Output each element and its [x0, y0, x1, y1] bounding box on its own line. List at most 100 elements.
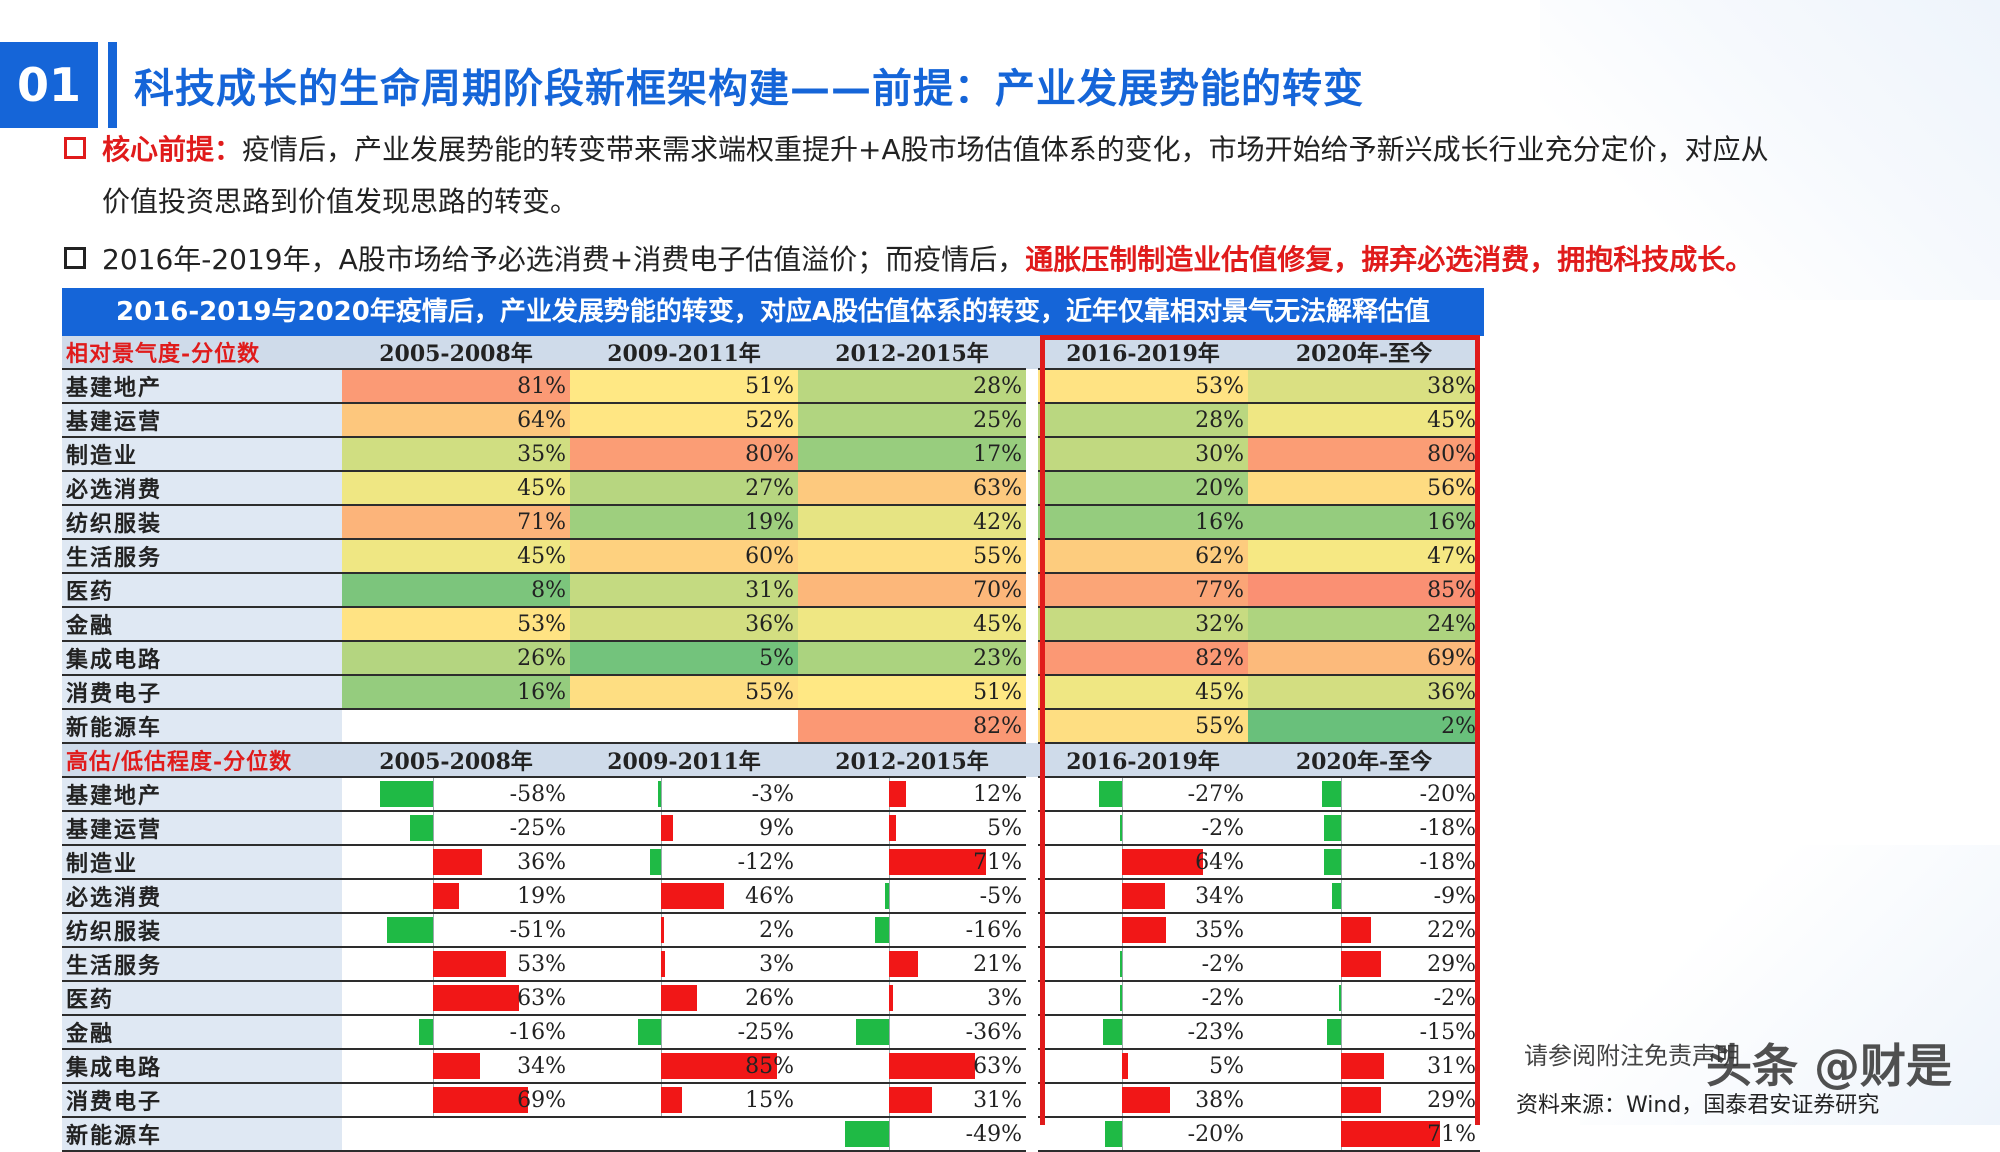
sector-name: 金融 — [62, 607, 342, 642]
table-cell: 2% — [570, 913, 798, 948]
cell-value: 27% — [745, 475, 794, 501]
column-gap — [1026, 607, 1038, 641]
table-cell: 82% — [1038, 641, 1248, 676]
sector-name: 必选消费 — [62, 471, 342, 506]
table-cell: -36% — [798, 1015, 1026, 1050]
sector-name: 消费电子 — [62, 675, 342, 710]
zero-line — [1340, 1016, 1342, 1047]
cell-value: 55% — [973, 543, 1022, 569]
table-row: 生活服务 53% 3% 21% -2% 29% — [62, 947, 1480, 982]
period-header: 2020年-至今 — [1248, 336, 1480, 370]
cell-value: 82% — [1195, 645, 1244, 671]
table-cell: 23% — [798, 641, 1026, 676]
positive-bar — [889, 849, 987, 875]
sector-name: 基建地产 — [62, 777, 342, 812]
valuation-table: 相对景气度-分位数 2005-2008年 2009-2011年 2012-2015年 2… — [62, 336, 1480, 1152]
table-cell: 70% — [798, 573, 1026, 608]
sector-name: 必选消费 — [62, 879, 342, 914]
table-row: 金融 53% 36% 45% 32% 24% — [62, 607, 1480, 642]
cell-value: 46% — [745, 883, 794, 909]
bullet-label: 核心前提： — [102, 133, 243, 166]
column-gap — [1026, 573, 1038, 607]
cell-value: 31% — [745, 577, 794, 603]
column-gap — [1026, 845, 1038, 879]
table-cell: 5% — [1038, 1049, 1248, 1084]
zero-line — [1122, 812, 1123, 843]
zero-line — [889, 1118, 891, 1149]
table-cell: 80% — [570, 437, 798, 472]
sector-name: 制造业 — [62, 437, 342, 472]
table-row: 制造业 36% -12% 71% 64% -18% — [62, 845, 1480, 880]
table-cell: 63% — [798, 1049, 1026, 1084]
table-cell: 42% — [798, 505, 1026, 540]
section-label: 相对景气度-分位数 — [62, 336, 342, 370]
table-cell: -2% — [1248, 981, 1480, 1016]
negative-bar — [1120, 815, 1122, 841]
cell-value: -58% — [509, 781, 566, 807]
period-header: 2020年-至今 — [1248, 743, 1480, 778]
table-cell: 45% — [342, 471, 570, 506]
zero-line — [889, 914, 891, 945]
table-cell: 56% — [1248, 471, 1480, 506]
table-row: 消费电子 16% 55% 51% 45% 36% — [62, 675, 1480, 710]
sector-name: 基建地产 — [62, 369, 342, 404]
highlight-frame — [1040, 335, 1480, 1125]
positive-bar — [1122, 883, 1165, 909]
cell-value: -12% — [737, 849, 794, 875]
table-cell: 85% — [570, 1049, 798, 1084]
positive-bar — [889, 815, 897, 841]
table-row: 必选消费 45% 27% 63% 20% 56% — [62, 471, 1480, 506]
negative-bar — [418, 1019, 434, 1045]
table-cell: 36% — [342, 845, 570, 880]
table-cell: -9% — [1248, 879, 1480, 914]
zero-line — [661, 1016, 663, 1047]
table-cell: 80% — [1248, 437, 1480, 472]
cell-value: 38% — [1195, 1087, 1244, 1113]
negative-bar — [1324, 815, 1341, 841]
negative-bar — [1322, 781, 1341, 807]
cell-value: 5% — [1209, 1053, 1244, 1079]
cell-value: 63% — [973, 1053, 1022, 1079]
table-row: 必选消费 19% 46% -5% 34% -9% — [62, 879, 1480, 914]
cell-value: 26% — [517, 645, 566, 671]
table-cell — [342, 709, 570, 744]
negative-bar — [874, 917, 890, 943]
table-cell: 38% — [1248, 369, 1480, 404]
table-cell: 63% — [342, 981, 570, 1016]
section-label: 高估/低估程度-分位数 — [62, 743, 342, 778]
positive-bar — [889, 1053, 976, 1079]
cell-value: -9% — [1433, 883, 1476, 909]
positive-bar — [1122, 849, 1203, 875]
table-cell: 53% — [342, 607, 570, 642]
cell-value: 23% — [973, 645, 1022, 671]
zero-line — [433, 914, 435, 945]
sector-name: 基建运营 — [62, 811, 342, 846]
cell-value: 53% — [517, 951, 566, 977]
table-cell: 53% — [342, 947, 570, 982]
table-cell: 53% — [1038, 369, 1248, 404]
cell-value: 64% — [517, 407, 566, 433]
zero-line — [433, 812, 435, 843]
positive-bar — [1340, 917, 1372, 943]
cell-value: -27% — [1187, 781, 1244, 807]
negative-bar — [1324, 849, 1341, 875]
cell-value: 53% — [517, 611, 566, 637]
table-row: 基建运营 -25% 9% 5% -2% -18% — [62, 811, 1480, 846]
section-header-row: 高估/低估程度-分位数 2005-2008年 2009-2011年 2012-2015… — [62, 743, 1480, 778]
column-gap — [1026, 1083, 1038, 1117]
positive-bar — [661, 815, 674, 841]
negative-bar — [1338, 985, 1341, 1011]
table-cell: 55% — [570, 675, 798, 710]
table-cell: 3% — [798, 981, 1026, 1016]
cell-value: 17% — [973, 441, 1022, 467]
cell-value: -18% — [1419, 849, 1476, 875]
positive-bar — [1122, 1087, 1170, 1113]
table-cell: 24% — [1248, 607, 1480, 642]
cell-value: 5% — [987, 815, 1022, 841]
cell-value: 35% — [517, 441, 566, 467]
positive-bar — [889, 1087, 932, 1113]
table-cell: 51% — [570, 369, 798, 404]
table-cell: 71% — [798, 845, 1026, 880]
column-gap — [1026, 913, 1038, 947]
table-cell: -12% — [570, 845, 798, 880]
